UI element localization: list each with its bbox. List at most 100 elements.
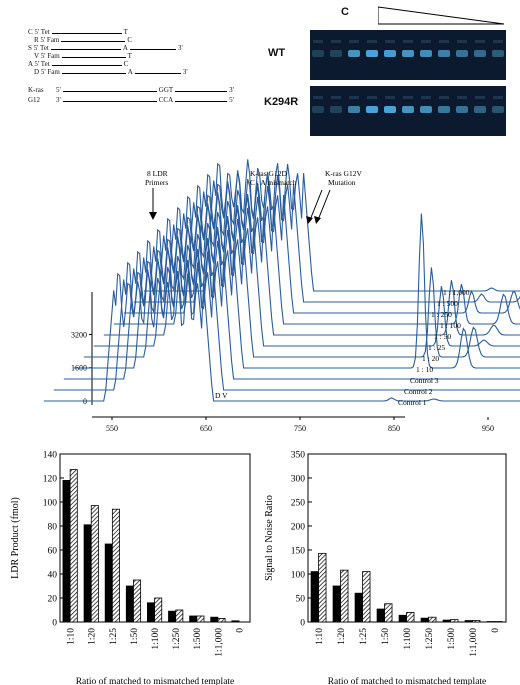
template-left: 3': [56, 96, 61, 104]
bar-series-2: [69, 469, 78, 623]
primer-row: A 5' Tet C: [28, 60, 128, 68]
category-label: 1:100: [151, 628, 161, 650]
primer-tail-line: [129, 45, 176, 50]
x-axis-label: Ratio of matched to mismatched template: [328, 676, 487, 685]
primer-label: 5' Tet: [34, 60, 50, 68]
bar-series-2: [175, 609, 184, 623]
bar-series-1: [146, 602, 155, 623]
bar-series-2: [406, 611, 415, 623]
bar-series-1: [376, 608, 385, 623]
category-label: 1:250: [425, 628, 435, 650]
primer-label: 5' Fam: [40, 52, 60, 60]
gel-band: [312, 50, 324, 57]
ep-y-tick-label: 3200: [71, 330, 87, 339]
gel-band-faint: [403, 96, 413, 99]
category-label: 1:20: [88, 628, 98, 645]
ep-trace: [63, 247, 520, 380]
primer-end-base: T: [123, 28, 128, 36]
gel-band-faint: [457, 96, 467, 99]
template-codon: GGT: [158, 86, 174, 94]
bar-series-2: [90, 505, 99, 623]
y-tick-label: 300: [291, 475, 306, 485]
gel-band: [312, 106, 324, 113]
bar-series-1: [332, 585, 341, 623]
ep-x-tick-label: 850: [388, 424, 400, 433]
ep-trace: [73, 213, 520, 369]
ep-mutation-arrow: [317, 189, 331, 221]
ep-mutation-arrow: [309, 189, 323, 221]
gel-band-faint: [439, 96, 449, 99]
primer-letter: S: [28, 44, 34, 52]
category-label: 1:25: [359, 628, 369, 645]
category-label: 1:10: [315, 628, 325, 645]
bar-series-1: [168, 610, 177, 623]
gel-band-faint: [421, 40, 431, 43]
ep-trace: [113, 192, 520, 325]
ep-g12d-annotation-line2: C : A mismatch: [250, 178, 297, 187]
bar-series-2: [362, 571, 371, 623]
bar-chart-ldr-product: 0 20 40 60 80 100 120 140 1:10 1:20 1:25 1:50 1:100 1…: [10, 451, 251, 685]
gel-band-faint: [367, 40, 377, 43]
y-tick-label: 250: [291, 499, 306, 509]
bar-series-2: [154, 597, 163, 623]
y-tick-label: 60: [48, 547, 58, 557]
ep-trace-label: 1 : 100: [440, 321, 461, 330]
ep-trace-label: 1 : 250: [431, 310, 452, 319]
ep-x-tick-label: 650: [200, 424, 212, 433]
template-right: 3': [229, 86, 234, 94]
primer-end-base: C: [127, 36, 133, 44]
gel-band: [492, 50, 504, 57]
electropherogram: 0160032005506507508509501050Control 1Con…: [43, 159, 520, 433]
gel-band-faint: [457, 40, 467, 43]
ep-trace: [93, 214, 520, 347]
primer-tail: 3': [177, 44, 183, 52]
y-axis-label: Signal to Noise Ratio: [264, 495, 275, 581]
bar-series-1: [354, 592, 363, 623]
bar-chart-signal-noise: 0 50 100 150 200 250 300 350 1:10 1:20 1:25 1:50 1:1…: [264, 451, 507, 685]
y-tick-label: 150: [291, 547, 306, 557]
primer-letter: A: [28, 60, 35, 68]
primer-row: C 5' Tet T: [28, 28, 128, 36]
template-name: G12: [28, 96, 41, 104]
ep-g12d-annotation: K-ras G12D: [250, 169, 287, 178]
ep-x-tick-label: 750: [294, 424, 306, 433]
category-label: 1:1,000: [214, 628, 224, 657]
bar-series-1: [210, 616, 219, 623]
y-tick-label: 140: [43, 451, 58, 461]
primer-end-base: C: [123, 60, 129, 68]
bar-series-1: [62, 480, 71, 623]
gel-strip: [310, 86, 506, 136]
ep-trace-label: 1 : 500: [437, 299, 458, 308]
bar-series-2: [450, 619, 459, 623]
gel-band-faint: [313, 96, 323, 99]
gel-band-faint: [385, 96, 395, 99]
gel-band-faint: [331, 40, 341, 43]
gel-band: [366, 50, 378, 57]
category-label: 0: [235, 628, 245, 633]
category-label: 1:1,000: [469, 628, 479, 657]
bar-series-1: [83, 524, 92, 623]
gel-row-label-wt: WT: [268, 47, 286, 59]
template-name: K-ras: [28, 86, 44, 94]
primer-line: [51, 29, 122, 34]
gel-gradient-wedge: [378, 6, 505, 25]
gel-band: [384, 106, 396, 113]
ep-trace: [83, 225, 520, 358]
ep-trace-label: 1 : 20: [422, 354, 439, 363]
bar-series-2: [318, 552, 327, 623]
ep-trace-label: 1 : 10: [416, 365, 433, 374]
gel-band-faint: [493, 96, 503, 99]
primer-label: 5' Fam: [40, 68, 60, 76]
ep-g12v-annotation-line2: Mutation: [328, 178, 356, 187]
ep-x-tick-label: 550: [106, 424, 118, 433]
primer-line: [61, 69, 126, 74]
gel-band: [456, 106, 468, 113]
y-tick-label: 350: [291, 451, 306, 461]
gel-band: [474, 50, 486, 57]
bar-series-1: [310, 571, 319, 623]
gel-band: [420, 50, 432, 57]
bar-series-1: [125, 585, 134, 623]
template-right: 5': [229, 96, 234, 104]
primer-row: V 5' Fam T: [34, 52, 132, 60]
ep-trace: [43, 269, 520, 402]
